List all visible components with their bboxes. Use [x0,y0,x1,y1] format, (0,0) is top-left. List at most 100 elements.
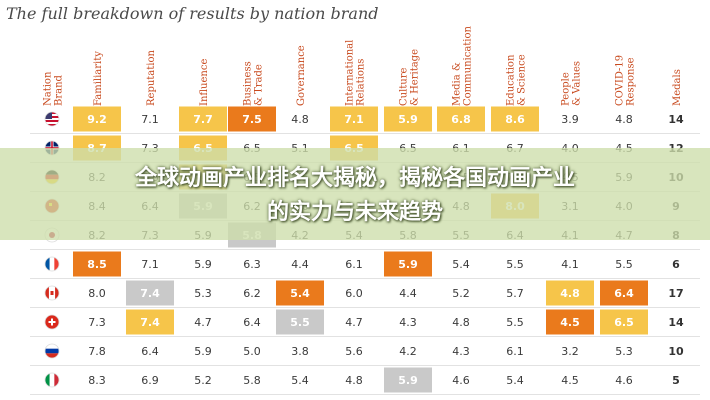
data-label: 7.1 [141,113,159,126]
data-label: 5.9 [398,374,418,387]
overlay-line-1: 全球动画产业排名大揭秘，揭秘各国动画产业 [134,166,575,191]
data-label: 6.0 [345,287,363,300]
highlight-cell [179,106,227,132]
column-header: Culture & Heritage [399,49,421,106]
overlay-line-2: 的实力与未来趋势 [266,200,443,225]
data-label: 5.5 [290,316,310,329]
overlay-banner [0,148,710,240]
data-label: 8.0 [88,287,106,300]
data-label: 5.9 [194,345,212,358]
data-label: 6.4 [614,287,634,300]
medal-count: 10 [668,345,684,358]
data-label: 5.5 [506,258,524,271]
column-header: Reputation [146,49,157,106]
data-label: 5.6 [345,345,363,358]
highlight-cell [384,251,432,277]
data-label: 4.8 [560,287,580,300]
data-label: 7.1 [141,258,159,271]
highlight-cell [600,280,648,306]
data-label: 6.9 [141,374,159,387]
column-header-label: & Heritage [410,49,421,106]
data-label: 7.1 [344,113,364,126]
highlight-cell [126,280,174,306]
column-header-label: Culture [399,67,410,106]
column-header-label: International [345,40,356,106]
highlight-cell [330,106,378,132]
medal-count: 14 [668,113,684,126]
column-header-label: Influence [199,59,210,106]
highlight-cell [546,309,594,335]
data-label: 4.5 [561,374,579,387]
data-label: 7.3 [88,316,106,329]
data-label: 5.3 [194,287,212,300]
data-label: 3.2 [561,345,579,358]
column-header-label: Education [506,54,517,106]
column-header: International Relations [345,40,367,106]
data-label: 5.3 [615,345,633,358]
data-label: 5.2 [452,287,470,300]
data-label: 6.8 [451,113,471,126]
column-header-label: Business [243,61,254,106]
highlight-cell [384,367,432,393]
data-label: 8.5 [87,258,107,271]
highlight-cell [228,106,276,132]
data-label: 6.3 [243,258,261,271]
data-label: 5.0 [243,345,261,358]
column-header-label: Medals [672,69,683,106]
data-label: 5.5 [506,316,524,329]
data-label: 5.4 [291,374,309,387]
data-label: 4.5 [560,316,580,329]
column-header: People & Values [561,61,583,106]
data-label: 8.6 [505,113,525,126]
column-header: Influence [199,59,210,106]
chart-title: The full breakdown of results by nation … [6,4,379,23]
data-label: 5.2 [194,374,212,387]
highlight-cell [600,309,648,335]
column-header-label: Response [626,57,637,106]
column-header-label: & Trade [254,64,265,106]
column-header-label: Governance [296,45,307,106]
highlight-cell [73,251,121,277]
column-header-label: & Science [517,54,528,106]
data-label: 4.3 [399,316,417,329]
ru-flag-icon [44,343,60,359]
data-label: 3.9 [561,113,579,126]
ch-flag-icon [44,314,60,330]
data-label: 4.8 [615,113,633,126]
data-label: 6.4 [243,316,261,329]
data-label: 5.7 [506,287,524,300]
column-header: Business & Trade [243,61,265,106]
data-label: 5.9 [194,258,212,271]
us-flag-icon [44,111,60,127]
column-header-label: COVID-19 [615,55,626,106]
data-label: 4.3 [452,345,470,358]
data-label: 9.2 [87,113,107,126]
data-label: 6.2 [243,287,261,300]
column-header: COVID-19 Response [615,55,637,106]
column-header: Education & Science [506,54,528,106]
data-label: 5.9 [398,113,418,126]
column-header: Familiarity [93,51,104,106]
data-label: 5.8 [243,374,261,387]
data-label: 5.5 [615,258,633,271]
highlight-cell [276,309,324,335]
column-header-label: Relations [356,59,367,106]
data-label: 4.6 [615,374,633,387]
data-label: 7.8 [88,345,106,358]
column-header: Nation Brand [43,71,65,106]
data-label: 6.1 [345,258,363,271]
highlight-cell [126,309,174,335]
fr-flag-icon [44,256,60,272]
column-header-label: Media & [452,62,463,106]
column-header-label: Nation [43,71,54,106]
data-label: 5.4 [506,374,524,387]
data-label: 6.1 [506,345,524,358]
data-label: 4.8 [345,374,363,387]
data-label: 3.8 [291,345,309,358]
data-label: 8.3 [88,374,106,387]
column-header-label: Familiarity [93,51,104,106]
data-label: 4.8 [291,113,309,126]
data-label: 7.5 [242,113,262,126]
column-header: Media & Communication [452,25,474,106]
data-label: 4.2 [399,345,417,358]
